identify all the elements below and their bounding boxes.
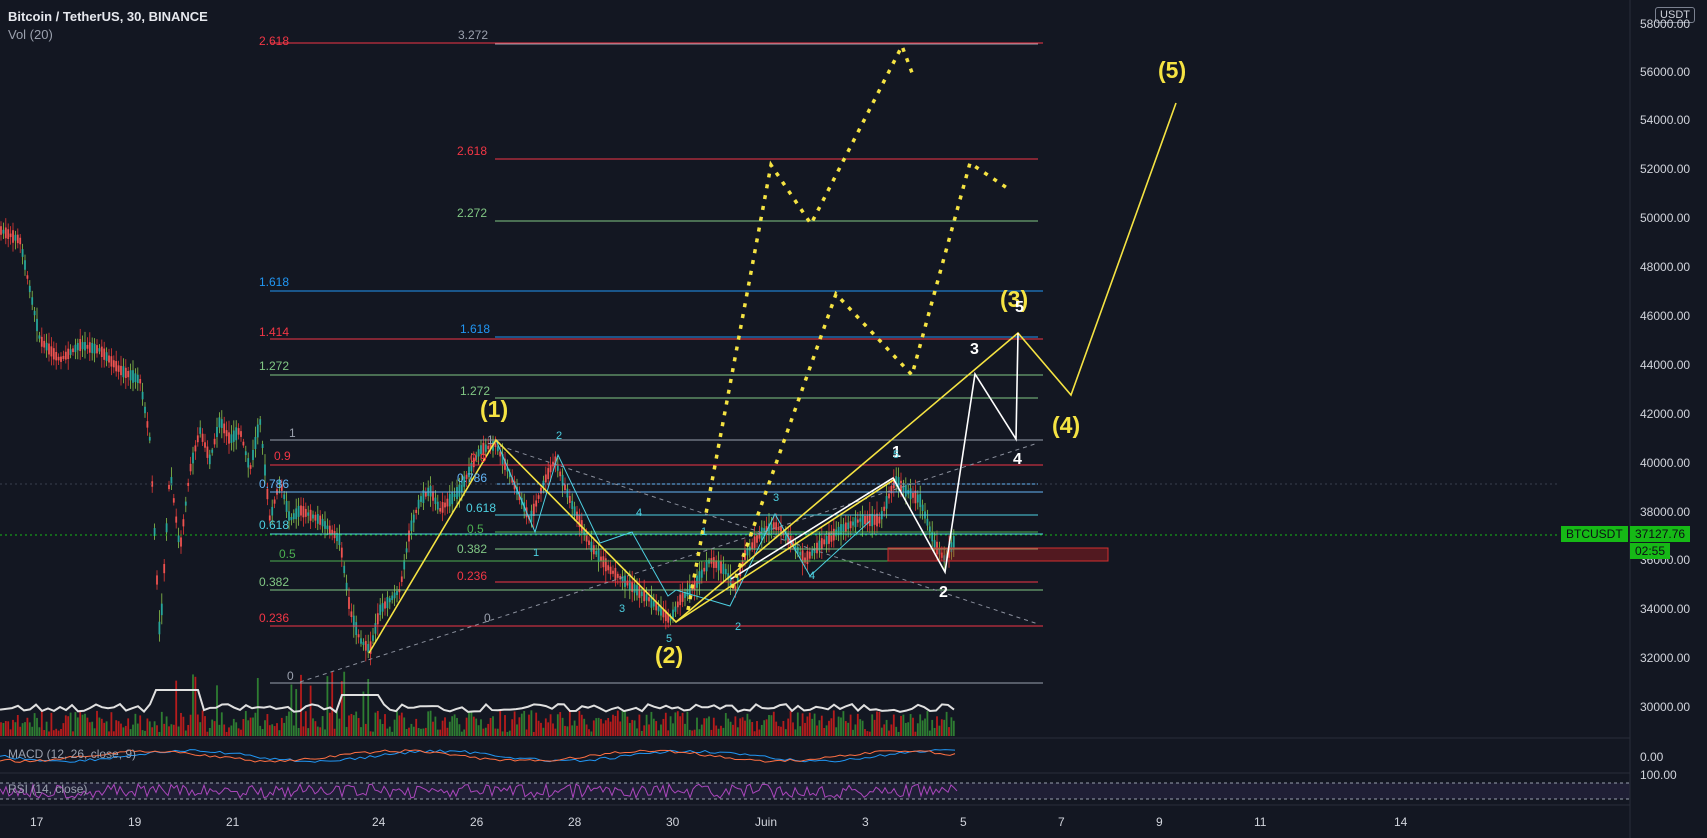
wave-minor-cyan: 5 (666, 633, 673, 645)
yellow-major-waves (368, 102, 1177, 654)
time-tick: 21 (226, 815, 240, 829)
wave-minor-white: 3 (970, 341, 979, 358)
volume-label[interactable]: Vol (20) (8, 27, 53, 42)
fib-label-left: 0.9 (274, 449, 291, 463)
price-tick: 30000.00 (1640, 700, 1691, 714)
wave-minor-cyan: 1 (533, 547, 540, 559)
macd-pane (0, 737, 1630, 763)
wave-minor-cyan: 4 (809, 570, 816, 582)
wave-major-label: (5) (1158, 57, 1187, 83)
fib-label-left: 1 (289, 426, 296, 440)
time-tick: 14 (1394, 815, 1408, 829)
time-tick: 7 (1058, 815, 1065, 829)
fib-label-left: 0.786 (259, 477, 290, 491)
fib-label-mid: 2.618 (457, 144, 488, 158)
currency-unit-button[interactable]: USDT (1655, 7, 1695, 23)
yellow-channel-line (675, 478, 896, 623)
wave-major-label: (3) (1000, 286, 1029, 312)
wave-minor-cyan: 2 (735, 621, 742, 633)
price-tick: 32000.00 (1640, 651, 1691, 665)
fib-label-mid: 0.786 (457, 471, 488, 485)
time-tick: 17 (30, 815, 44, 829)
price-tick: 34000.00 (1640, 602, 1691, 616)
price-tick: 50000.00 (1640, 211, 1691, 225)
time-tick: 28 (568, 815, 582, 829)
rsi-scale-value: 100.00 (1640, 768, 1677, 782)
price-tick: 48000.00 (1640, 260, 1691, 274)
chart-legend: Bitcoin / TetherUS, 30, BINANCE Vol (20) (8, 8, 208, 44)
price-tick: 52000.00 (1640, 162, 1691, 176)
candlesticks (0, 218, 955, 666)
time-tick: 5 (960, 815, 967, 829)
fib-label-mid: 0.618 (466, 501, 497, 515)
wave-minor-white: 2 (939, 584, 948, 601)
fib-levels-mid (495, 43, 1038, 583)
fib-label-mid: 0.382 (457, 542, 488, 556)
wave-minor-cyan-5b: 5 (893, 449, 900, 461)
price-tick: 56000.00 (1640, 65, 1691, 79)
price-tick: 46000.00 (1640, 309, 1691, 323)
fib-label-left: 0.5 (279, 547, 296, 561)
fib-label-left: 0.618 (259, 518, 290, 532)
fib-label-mid: 1 (487, 433, 494, 447)
wave-minor-cyan-3b: 3 (619, 603, 626, 615)
last-price-tag: 37127.76 (1630, 526, 1691, 542)
wave-minor-white: 4 (1013, 451, 1022, 468)
wave-major-label: (2) (655, 642, 684, 668)
wave-minor-cyan-1b: 1 (701, 526, 708, 538)
macd-scale-value: 0.00 (1640, 750, 1664, 764)
rsi-pane (0, 772, 1630, 800)
price-tick: 54000.00 (1640, 113, 1691, 127)
price-tick: 58000.00 (1640, 17, 1691, 31)
time-tick: 3 (862, 815, 869, 829)
time-tick: 30 (666, 815, 680, 829)
price-tick: 44000.00 (1640, 358, 1691, 372)
volume-bars (0, 671, 955, 736)
wave-minor-cyan-2b: 2 (556, 430, 563, 442)
wave-major-label: (1) (480, 396, 509, 422)
wave-minor-cyan-4b: 4 (636, 507, 643, 519)
wave-minor-cyan: 3 (773, 492, 780, 504)
price-tick: 38000.00 (1640, 505, 1691, 519)
fib-label-left: 0 (287, 669, 294, 683)
fib-label-left: 1.272 (259, 359, 290, 373)
time-tick: 19 (128, 815, 142, 829)
time-tick: Juin (755, 815, 778, 829)
price-tick: 42000.00 (1640, 407, 1691, 421)
dashed-trendlines (299, 442, 1039, 683)
fib-label-left: 1.414 (259, 325, 290, 339)
fib-label-mid: 0.9 (470, 451, 487, 465)
fib-label-left: 2.618 (259, 34, 290, 48)
time-tick: 24 (372, 815, 386, 829)
time-tick: 9 (1156, 815, 1163, 829)
fib-label-mid: 0 (484, 611, 491, 625)
fib-label-mid: 1.272 (460, 384, 491, 398)
fib-levels-left (270, 42, 1043, 684)
symbol-tag: BTCUSDT (1561, 526, 1628, 542)
wave-minor-white: 1 (892, 444, 901, 461)
white-minor-waves (730, 332, 1019, 580)
fib-label-left: 1.618 (259, 275, 290, 289)
fib-label-mid: 0.236 (457, 569, 488, 583)
time-tick: 11 (1254, 815, 1267, 829)
macd-label[interactable]: MACD (12, 26, close, 9) (8, 747, 137, 761)
cyan-minor-waves (495, 439, 871, 607)
wave-major-label: (4) (1052, 412, 1081, 438)
fib-label-mid: 0.5 (467, 522, 484, 536)
support-zone (887, 547, 1109, 562)
bar-countdown: 02:55 (1630, 543, 1671, 559)
wave-minor-white: 5 (1015, 299, 1024, 316)
symbol-title[interactable]: Bitcoin / TetherUS, 30, BINANCE (8, 9, 208, 24)
fib-label-left: 0.382 (259, 575, 290, 589)
fib-label-mid: 1.618 (460, 322, 491, 336)
fib-label-mid: 2.272 (457, 206, 488, 220)
price-tick: 40000.00 (1640, 456, 1691, 470)
rsi-label[interactable]: RSI (14, close) (8, 782, 88, 796)
fib-label-left: 0.236 (259, 611, 290, 625)
time-tick: 26 (470, 815, 484, 829)
fib-label-mid: 3.272 (458, 28, 489, 42)
